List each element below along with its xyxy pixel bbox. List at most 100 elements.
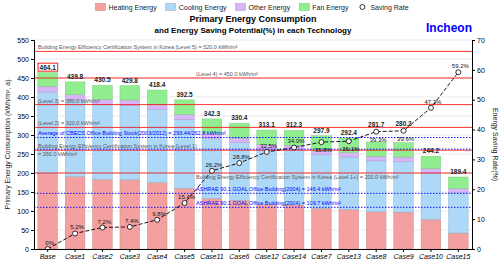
tick-label: 40 (477, 126, 485, 133)
tick-mark (31, 59, 34, 60)
tick: Case12 (255, 249, 279, 260)
tick: 30 (472, 156, 485, 163)
tick: 400 (17, 94, 34, 101)
tick: 350 (17, 113, 34, 120)
tick-label: Case15 (446, 253, 470, 260)
legend-item: Heating Energy (95, 4, 157, 13)
saving-label: 47.3% (424, 99, 442, 105)
bar (339, 157, 359, 209)
tick-mark (102, 249, 103, 252)
tick-mark (31, 230, 34, 231)
tick: 50 (472, 96, 485, 103)
reference-label: (Level 2) = 320.0 kWh/m² (38, 120, 100, 126)
bar (65, 82, 85, 95)
total-label: 342.3 (204, 110, 221, 117)
tick-mark (211, 249, 212, 252)
tick-mark (239, 249, 240, 252)
legend-label: Fan Energy (312, 4, 349, 12)
marker (292, 145, 297, 150)
tick: Case3 (120, 249, 140, 260)
reference-line (34, 150, 472, 151)
tick-mark (321, 249, 322, 252)
tick: Case10 (419, 249, 443, 260)
tick-label: 200 (17, 170, 29, 177)
bar-series (38, 86, 468, 192)
reference-label: Building Energy Efficiency Certification… (38, 143, 197, 149)
tick-mark (472, 40, 475, 41)
axis-line (35, 249, 473, 250)
tick-mark (458, 249, 459, 252)
tick-mark (47, 249, 48, 252)
tick-mark (430, 249, 431, 252)
total-label: 430.5 (94, 76, 111, 83)
legend-item: Saving Rate (360, 4, 409, 12)
tick: Case7 (311, 249, 332, 260)
bar (38, 86, 58, 92)
marker (346, 139, 351, 144)
bar (38, 174, 58, 249)
bar-series (38, 73, 468, 189)
tick: 40 (472, 126, 485, 133)
saving-label: 9.8% (152, 211, 166, 217)
tick: 0 (25, 246, 34, 253)
reference-label: Building Energy Efficiency Certification… (196, 174, 399, 180)
marker (319, 140, 324, 145)
saving-label: 5.2% (70, 224, 84, 230)
tick-label: 150 (17, 189, 29, 196)
marker (73, 231, 78, 236)
tick: 550 (17, 37, 34, 44)
tick: Case11 (200, 249, 224, 260)
tick-mark (376, 249, 377, 252)
reference-line (34, 104, 472, 105)
saving-label: 7.2% (98, 219, 112, 225)
total-label-box (38, 63, 58, 71)
saving-label: 26.2% (205, 162, 223, 168)
tick-mark (31, 154, 34, 155)
tick: Case15 (446, 249, 470, 260)
legend-symbol (299, 4, 309, 11)
tick: Case4 (147, 249, 167, 260)
tick-label: Case6 (229, 253, 249, 260)
plot: BaseCase1Case2Case3Case4Case5Case11Case6… (17, 37, 485, 260)
bar-series (38, 92, 468, 233)
tick-label: 0 (25, 246, 29, 253)
tick: 20 (472, 186, 485, 193)
tick: Case8 (366, 249, 386, 260)
tick-label: 30 (477, 156, 485, 163)
tick: Case1 (65, 249, 85, 260)
bar (147, 90, 167, 105)
tick-mark (31, 40, 34, 41)
marker (428, 105, 433, 110)
legend-symbol (166, 4, 176, 11)
bar (147, 183, 167, 250)
legend: Heating EnergyCooling EnergyOther Energy… (95, 4, 408, 13)
tick-mark (472, 189, 475, 190)
bar (93, 105, 113, 180)
tick-mark (31, 135, 34, 136)
tick-mark (31, 78, 34, 79)
tick-mark (129, 249, 130, 252)
bar (421, 219, 441, 249)
bar (312, 208, 332, 249)
bar (394, 143, 414, 158)
tick-label: 20 (477, 186, 485, 193)
grid (34, 40, 472, 249)
saving-label: 59.2% (452, 63, 470, 69)
tick: 200 (17, 170, 34, 177)
axis-line (473, 41, 476, 250)
bar (65, 177, 85, 249)
total-label: 281.7 (368, 121, 385, 128)
tick-label: 500 (17, 56, 29, 63)
reference-label: ASHRAE 90.1 GOAL Office Building(2004) =… (196, 186, 341, 192)
legend-label: Other Energy (249, 4, 291, 12)
marker (237, 161, 242, 166)
saving-label: 39.3% (370, 137, 388, 143)
saving-label: 32.5% (260, 143, 278, 149)
tick-mark (31, 97, 34, 98)
tick-mark (31, 192, 34, 193)
bar (421, 168, 441, 173)
bar (65, 100, 85, 177)
tick-mark (472, 219, 475, 220)
total-label: 418.4 (149, 81, 166, 88)
reference-line (34, 51, 472, 52)
